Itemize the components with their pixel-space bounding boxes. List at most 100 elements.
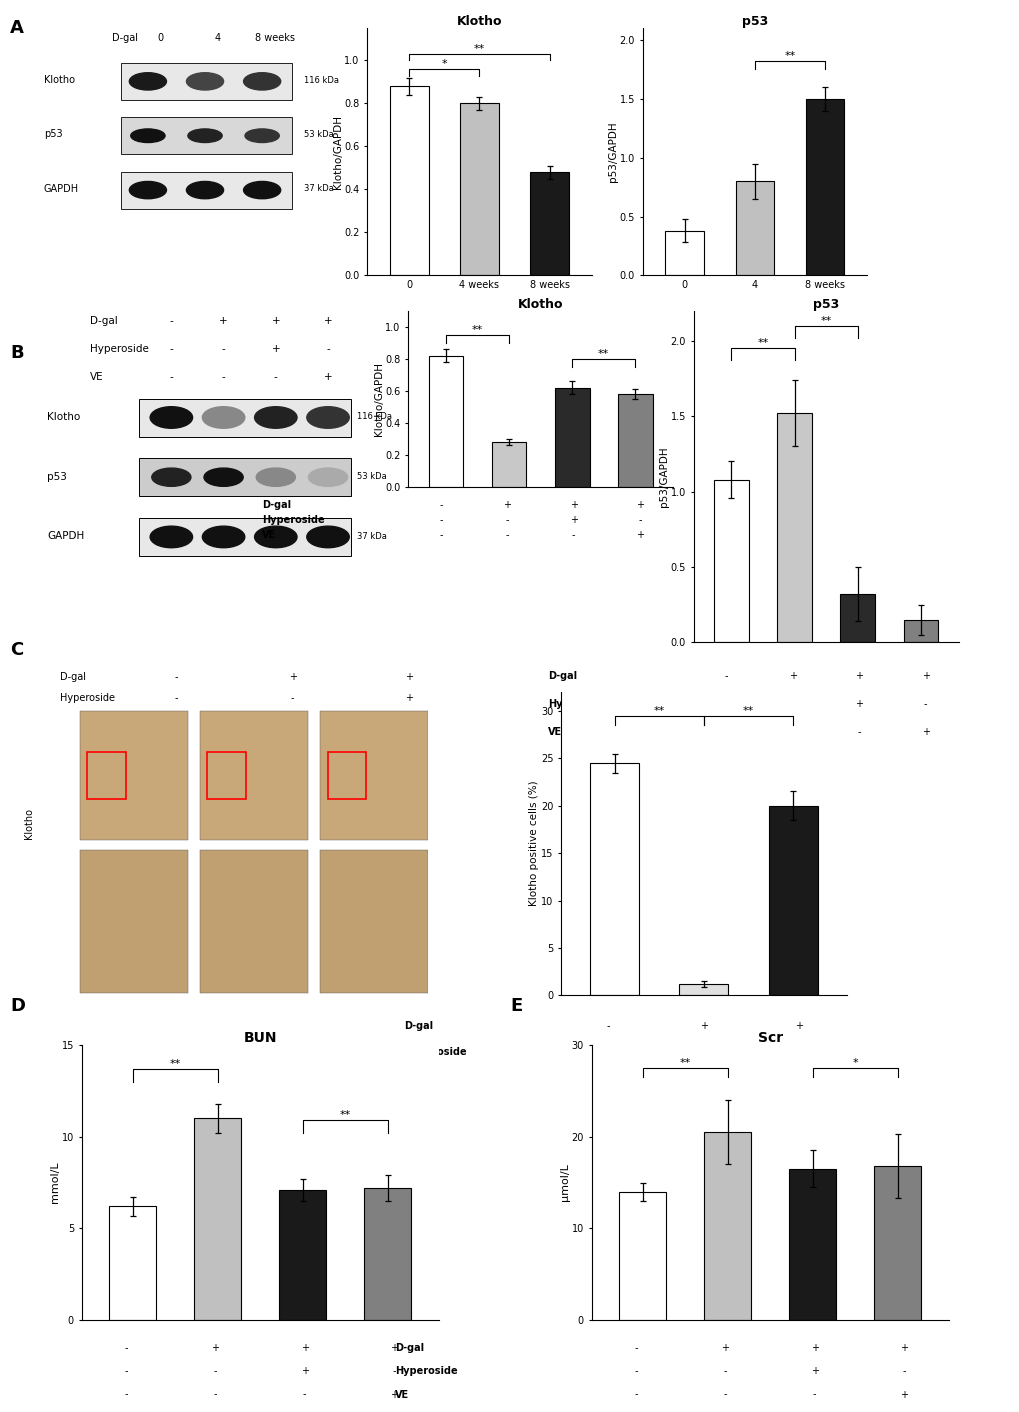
Text: +: + — [699, 1021, 707, 1031]
Text: VE: VE — [547, 727, 561, 737]
Ellipse shape — [244, 72, 280, 90]
Y-axis label: p53/GAPDH: p53/GAPDH — [607, 121, 618, 182]
Ellipse shape — [307, 527, 348, 548]
Text: Hyperoside: Hyperoside — [404, 1046, 466, 1056]
Text: -: - — [791, 699, 794, 709]
Text: -: - — [638, 515, 641, 525]
Text: B: B — [10, 345, 23, 361]
Text: +: + — [405, 693, 413, 703]
Text: *: * — [852, 1058, 857, 1067]
Text: -: - — [439, 500, 442, 510]
Text: +: + — [794, 1046, 802, 1056]
Bar — [805, 99, 844, 275]
Text: D-gal: D-gal — [90, 316, 117, 326]
Bar — [320, 850, 428, 993]
Text: Klotho: Klotho — [44, 75, 74, 85]
Text: +: + — [301, 1343, 309, 1353]
Ellipse shape — [202, 407, 245, 428]
Ellipse shape — [255, 407, 297, 428]
Ellipse shape — [256, 469, 296, 486]
Text: -: - — [169, 371, 173, 383]
Bar — [767, 806, 817, 995]
Bar — [88, 753, 126, 799]
Text: +: + — [810, 1343, 818, 1353]
Title: Klotho: Klotho — [518, 298, 562, 311]
Text: +: + — [271, 343, 280, 354]
Bar — [320, 712, 428, 840]
Bar — [327, 753, 366, 799]
Bar — [109, 1206, 156, 1320]
Text: Hyperoside: Hyperoside — [547, 699, 609, 709]
Text: +: + — [405, 672, 413, 682]
Text: p53: p53 — [47, 472, 67, 481]
Bar — [79, 712, 187, 840]
Text: Hyperoside: Hyperoside — [262, 515, 324, 525]
Text: 8 weeks: 8 weeks — [255, 32, 294, 44]
Text: D-gal: D-gal — [262, 500, 291, 510]
Bar — [903, 620, 937, 642]
Ellipse shape — [204, 469, 243, 486]
Text: -: - — [290, 693, 294, 703]
Text: 53 kDa: 53 kDa — [304, 130, 333, 138]
Bar — [207, 753, 246, 799]
Bar — [554, 388, 589, 487]
Text: D-gal: D-gal — [547, 671, 577, 681]
Bar — [120, 62, 291, 100]
Bar — [703, 1132, 750, 1320]
Bar — [589, 762, 639, 995]
Text: -: - — [169, 316, 173, 326]
Text: -: - — [505, 515, 508, 525]
Ellipse shape — [307, 407, 348, 428]
Text: **: ** — [819, 316, 832, 326]
Ellipse shape — [202, 527, 245, 548]
Text: **: ** — [757, 339, 768, 349]
Text: +: + — [323, 316, 332, 326]
Text: -: - — [214, 1389, 217, 1399]
Text: -: - — [634, 1343, 637, 1353]
Text: -: - — [174, 693, 178, 703]
Text: **: ** — [472, 325, 483, 335]
Text: E: E — [510, 997, 522, 1015]
Text: 116 kDa: 116 kDa — [357, 412, 392, 421]
Text: -: - — [303, 1389, 306, 1399]
Y-axis label: p53/GAPDH: p53/GAPDH — [658, 446, 668, 507]
Bar — [735, 181, 773, 275]
Text: -: - — [221, 371, 225, 383]
Text: -: - — [439, 515, 442, 525]
Ellipse shape — [244, 181, 280, 199]
Text: -: - — [725, 671, 728, 681]
Text: +: + — [288, 672, 297, 682]
Bar — [320, 850, 428, 993]
Bar — [79, 712, 187, 840]
Text: 37 kDa: 37 kDa — [304, 185, 333, 193]
Title: Klotho: Klotho — [457, 16, 501, 28]
Ellipse shape — [150, 527, 193, 548]
Bar — [428, 356, 463, 487]
Text: **: ** — [679, 1058, 690, 1067]
Bar — [713, 480, 748, 642]
Text: VE: VE — [90, 371, 103, 383]
Bar — [194, 1118, 240, 1320]
Bar — [530, 172, 569, 275]
Text: -: - — [124, 1343, 127, 1353]
Text: +: + — [323, 371, 332, 383]
Bar — [79, 850, 187, 993]
Text: **: ** — [784, 51, 795, 61]
Text: +: + — [855, 671, 862, 681]
Text: -: - — [723, 1389, 727, 1399]
Text: -: - — [701, 1046, 705, 1056]
Text: 116 kDa: 116 kDa — [304, 76, 338, 85]
Text: -: - — [606, 1046, 609, 1056]
Bar — [120, 171, 291, 209]
Text: +: + — [899, 1343, 907, 1353]
Text: Hyperoside: Hyperoside — [395, 1367, 458, 1377]
Text: D-gal: D-gal — [112, 32, 138, 44]
Text: +: + — [636, 500, 643, 510]
Text: Hyperoside: Hyperoside — [60, 693, 115, 703]
Text: +: + — [921, 727, 928, 737]
Text: D-gal: D-gal — [60, 672, 86, 682]
Bar — [364, 1187, 411, 1320]
Ellipse shape — [130, 128, 165, 143]
Bar — [840, 594, 874, 642]
Ellipse shape — [308, 469, 347, 486]
